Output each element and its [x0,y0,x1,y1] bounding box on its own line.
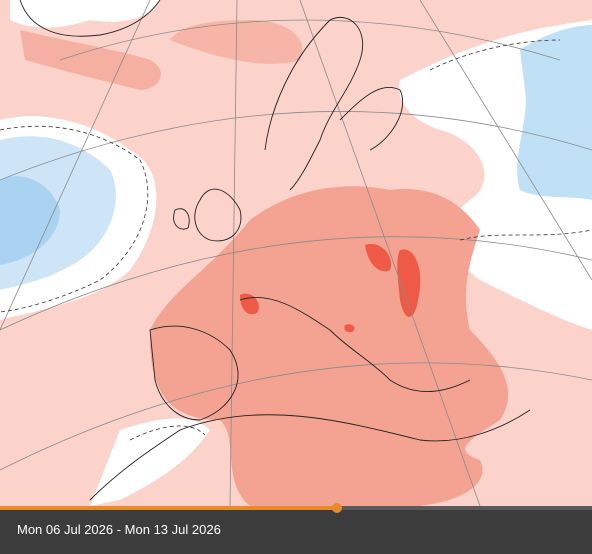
hot-spot [365,244,391,272]
neutral-area [90,418,210,506]
coastline [89,429,181,501]
contour [0,125,149,313]
graticule [0,0,592,506]
latitude-line [59,19,561,61]
coastlines [19,0,531,501]
timeline-handle[interactable] [332,503,342,513]
longitude-line [0,0,151,331]
contour [429,39,592,241]
coastline [179,409,531,442]
cool-area [517,25,592,200]
coastline [194,188,242,242]
warm-anomaly [20,30,161,90]
latitude-line [0,236,592,331]
coastline [19,0,161,37]
coastline [339,86,404,151]
latitude-line [0,362,592,471]
coastline [239,296,471,392]
contour [129,425,206,441]
coastline [149,325,239,421]
coastline [173,208,190,230]
longitude-line [229,0,238,506]
neutral-area [10,0,160,28]
warm-area [300,0,592,60]
hot-spot [344,324,355,333]
date-range: Mon 06 Jul 2026 - Mon 13 Jul 2026 [17,522,221,537]
anomaly-contours [0,39,592,441]
hot-spot [397,249,421,317]
anomaly-map [0,0,592,506]
latitude-line [0,111,592,181]
longitude-line [419,0,592,281]
coastline [264,16,364,191]
cool-area [0,176,60,265]
longitude-line [299,0,481,506]
caption-bar [0,508,592,554]
timeline-progress [0,506,337,510]
